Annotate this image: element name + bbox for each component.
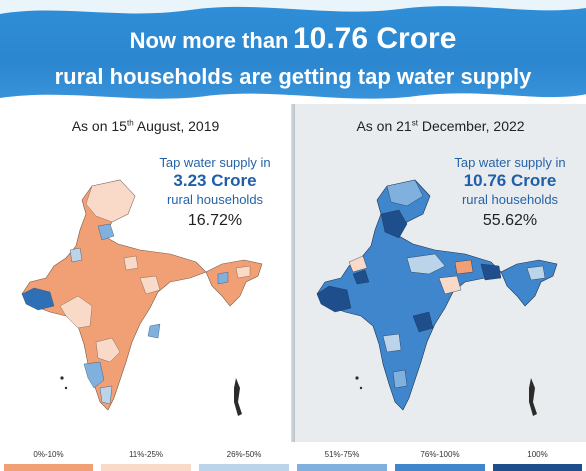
legend-swatch — [199, 464, 289, 471]
date-suffix: December, 2022 — [417, 118, 525, 134]
headline-line-1: Now more than 10.76 Crore — [0, 22, 586, 56]
region-dark-patch — [380, 209, 408, 239]
date-superscript: st — [411, 118, 418, 128]
stat-block-2019: Tap water supply in 3.23 Crore rural hou… — [150, 154, 280, 232]
region-light-patch — [348, 255, 368, 273]
stat-block-2022: Tap water supply in 10.76 Crore rural ho… — [445, 154, 575, 232]
map-islands-east — [529, 378, 537, 416]
legend-swatch — [395, 464, 485, 471]
headline-prefix: Now more than — [129, 28, 289, 53]
date-suffix: August, 2019 — [133, 118, 220, 134]
legend-item: 11%-25% — [97, 442, 195, 471]
region-light-patch — [235, 265, 251, 279]
legend-swatch — [4, 464, 93, 471]
legend-item: 51%-75% — [293, 442, 391, 471]
legend-item: 0%-10% — [0, 442, 97, 471]
map-islands-east — [234, 378, 242, 416]
map-islands-west — [64, 386, 68, 390]
stat-label: Tap water supply in — [454, 155, 566, 170]
region-blue-patch — [99, 385, 113, 405]
legend-label: 11%-25% — [128, 450, 164, 459]
map-islands-west — [359, 386, 363, 390]
legend-swatch — [101, 464, 191, 471]
date-superscript: th — [126, 118, 134, 128]
map-northeast — [500, 259, 558, 307]
panel-divider — [291, 104, 295, 442]
legend-label: 51%-75% — [324, 450, 360, 459]
region-blue-patch — [97, 223, 115, 241]
stat-value: 3.23 Crore — [173, 171, 257, 190]
legend-label: 26%-50% — [226, 450, 262, 459]
region-light-patch — [123, 255, 139, 271]
stat-sub: rural households — [461, 192, 559, 207]
region-blue-patch — [217, 271, 229, 285]
legend-item: 76%-100% — [391, 442, 489, 471]
date-prefix: As on 21 — [356, 118, 412, 134]
date-title-2022: As on 21st December, 2022 — [295, 118, 586, 134]
stat-sub: rural households — [166, 192, 264, 207]
map-mainland — [316, 179, 502, 411]
stat-value: 10.76 Crore — [463, 171, 557, 190]
region-light-patch — [85, 179, 136, 223]
region-dark-patch — [352, 269, 370, 285]
map-legend: 0%-10% 11%-25% 26%-50% 51%-75% 76%-100% … — [0, 442, 586, 471]
stat-percent: 55.62% — [482, 212, 538, 229]
region-dark-patch — [412, 311, 434, 333]
region-dark-patch — [386, 179, 424, 207]
stat-percent: 16.72% — [187, 212, 243, 229]
region-light-patch — [382, 333, 402, 353]
region-blue-patch — [69, 247, 83, 263]
region-light-patch — [406, 253, 446, 275]
legend-item: 26%-50% — [195, 442, 293, 471]
map-northeast — [205, 259, 263, 307]
region-light-patch — [59, 295, 93, 329]
map-mainland — [21, 179, 207, 411]
legend-swatch — [297, 464, 387, 471]
region-light-patch — [95, 337, 121, 363]
region-dark-patch — [316, 285, 352, 313]
legend-label: 100% — [527, 450, 548, 459]
map-islands-west — [355, 376, 359, 380]
region-blue-patch — [83, 361, 105, 389]
wave-bottom-decoration — [0, 93, 586, 104]
region-dark-patch — [480, 263, 502, 281]
header-banner: Now more than 10.76 Crore rural househol… — [0, 0, 586, 104]
region-light-patch — [526, 265, 546, 281]
stat-label: Tap water supply in — [159, 155, 271, 170]
india-map-2022 — [316, 179, 558, 416]
headline-highlight: 10.76 Crore — [292, 22, 457, 55]
legend-label: 76%-100% — [420, 450, 460, 459]
wave-top-decoration — [0, 0, 586, 14]
region-light-patch — [438, 275, 462, 295]
region-light-patch — [454, 259, 474, 275]
legend-item: 100% — [489, 442, 586, 471]
india-map-2019 — [21, 179, 263, 416]
headline-line-2: rural households are getting tap water s… — [54, 64, 532, 89]
region-blue-patch — [147, 323, 161, 339]
map-islands-west — [60, 376, 64, 380]
date-title-2019: As on 15th August, 2019 — [0, 118, 291, 134]
region-blue-patch — [21, 287, 55, 311]
panel-2022: As on 21st December, 2022 — [295, 104, 586, 442]
region-light-patch — [392, 369, 408, 389]
panel-2019: As on 15th August, 2019 — [0, 104, 291, 442]
date-prefix: As on 15 — [71, 118, 127, 134]
legend-label: 0%-10% — [33, 450, 64, 459]
region-light-patch — [139, 275, 161, 295]
legend-swatch — [493, 464, 582, 471]
